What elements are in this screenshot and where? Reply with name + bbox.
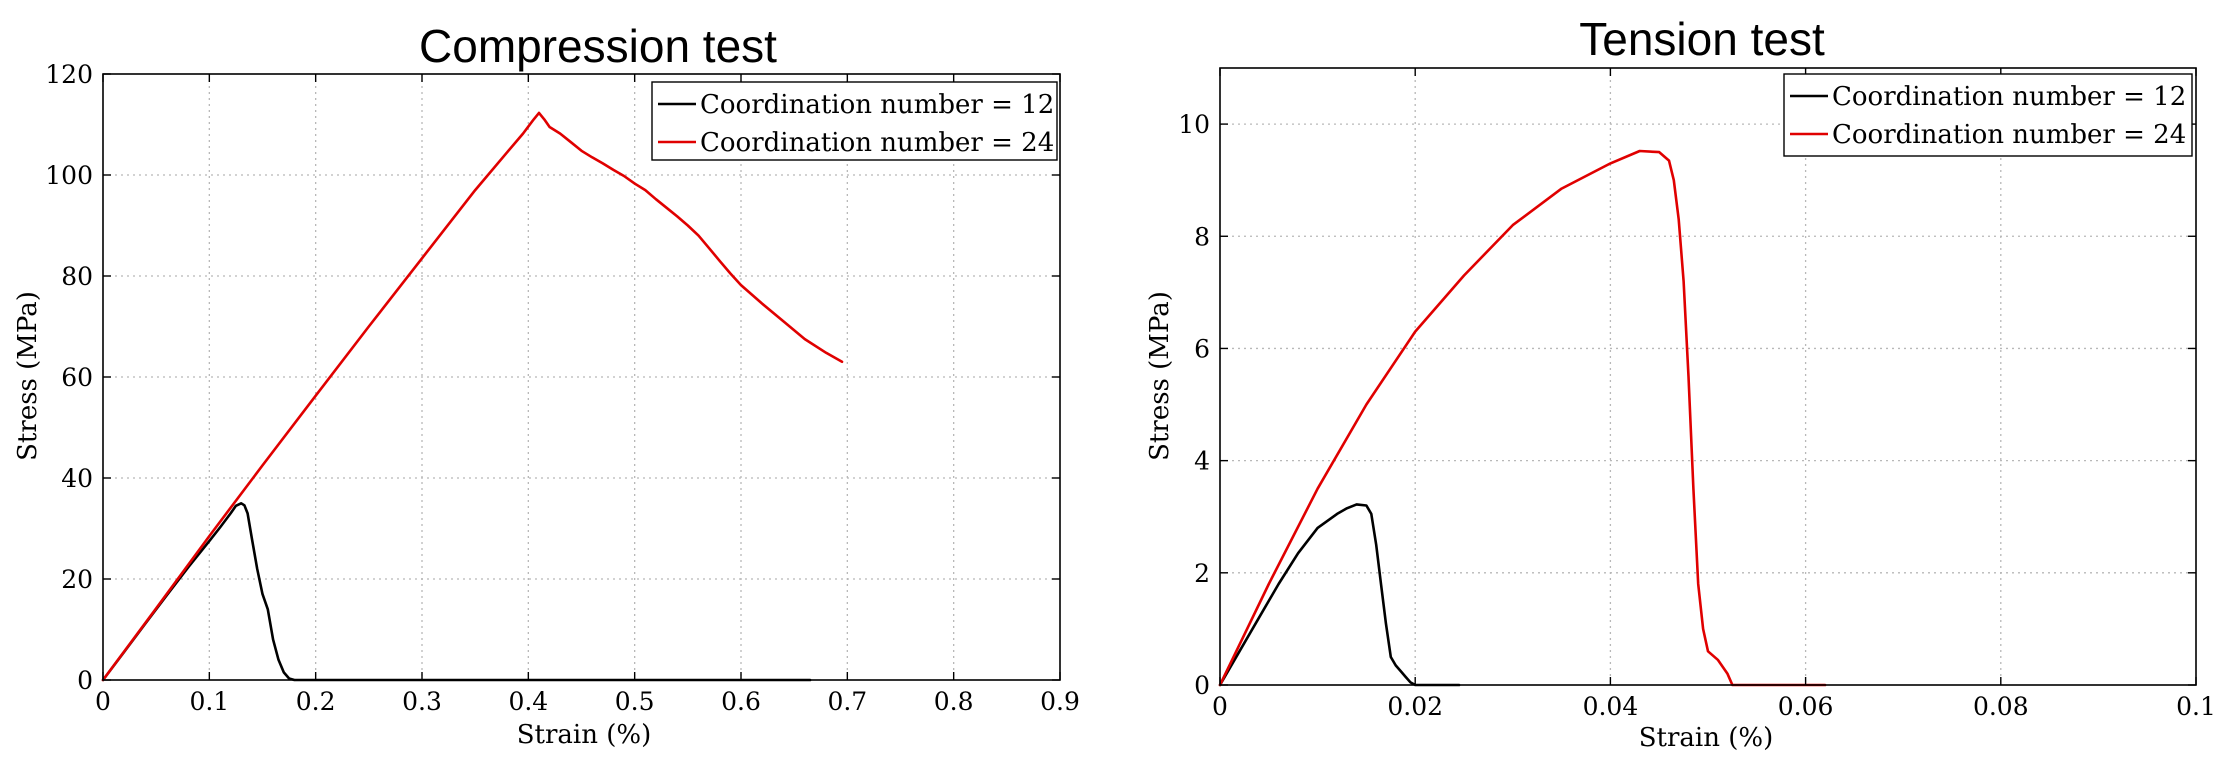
y-tick-label: 100 (45, 161, 93, 190)
x-tick-label: 0.1 (2176, 692, 2216, 721)
x-tick-label: 0.9 (1040, 687, 1080, 716)
legend-entry-label: Coordination number = 12 (700, 90, 1054, 120)
series-line-2 (1218, 149, 1827, 687)
x-tick-label: 0.04 (1583, 692, 1639, 721)
ticks: 0 0.02 0.04 0.06 0.08 0.1 0 2 4 6 8 10 (1178, 68, 2216, 721)
y-tick-label: 20 (61, 565, 93, 594)
x-tick-label: 0.2 (296, 687, 336, 716)
y-tick-label: 60 (61, 363, 93, 392)
ticks: 0 0.1 0.2 0.3 0.4 0.5 0.6 0.7 0.8 0.9 0 20 40 60 80 100… (45, 60, 1080, 716)
y-axis-label: Stress (MPa) (1145, 291, 1175, 461)
x-tick-label: 0.08 (1973, 692, 2029, 721)
x-axis-label: Strain (%) (1639, 723, 1774, 753)
x-tick-label: 0.06 (1778, 692, 1834, 721)
chart-title: Tension test (1579, 13, 1825, 65)
x-tick-label: 0 (95, 687, 111, 716)
x-tick-label: 0.3 (402, 687, 442, 716)
y-tick-label: 0 (1194, 671, 1210, 700)
legend: Coordination number = 12 Coordination num… (651, 81, 1058, 161)
x-tick-label: 0.7 (827, 687, 867, 716)
legend-entry-label: Coordination number = 24 (700, 128, 1054, 158)
x-tick-label: 0.5 (615, 687, 655, 716)
y-tick-label: 120 (45, 60, 93, 89)
y-tick-label: 8 (1194, 222, 1210, 251)
plot-frame (102, 73, 1061, 681)
y-axis-label: Stress (MPa) (13, 291, 43, 461)
x-tick-label: 0.8 (934, 687, 974, 716)
x-tick-label: 0.6 (721, 687, 761, 716)
y-tick-label: 4 (1194, 447, 1210, 476)
y-tick-label: 0 (77, 666, 93, 695)
y-tick-label: 2 (1194, 559, 1210, 588)
series-line-1 (101, 502, 812, 682)
x-tick-label: 0.1 (189, 687, 229, 716)
legend-box (1783, 73, 2193, 157)
y-tick-label: 6 (1194, 334, 1210, 363)
legend-entry-label: Coordination number = 24 (1832, 120, 2186, 150)
y-tick-label: 40 (61, 464, 93, 493)
series-line-1 (1218, 503, 1461, 687)
x-tick-label: 0.4 (508, 687, 548, 716)
series-group (101, 111, 844, 682)
grid (103, 74, 1060, 680)
legend-entry-label: Coordination number = 12 (1832, 82, 2186, 112)
legend-box (651, 81, 1058, 161)
y-tick-label: 80 (61, 262, 93, 291)
chart-title: Compression test (419, 20, 777, 72)
series-line-2 (101, 111, 844, 682)
plot-frame (1219, 67, 2197, 686)
legend: Coordination number = 12 Coordination num… (1783, 73, 2193, 157)
x-tick-label: 0 (1212, 692, 1228, 721)
compression-chart: Compression test 0 0.1 0.2 0.3 0.4 0.5 0.6 0.7 0… (13, 20, 1080, 750)
grid (1220, 68, 2196, 685)
series-group (1218, 149, 1827, 687)
x-axis-label: Strain (%) (517, 720, 652, 750)
x-tick-label: 0.02 (1387, 692, 1443, 721)
tension-chart: Tension test 0 0.02 0.04 0.06 0.08 0.1 0 2 4 6 8 10… (1145, 13, 2216, 753)
y-tick-label: 10 (1178, 110, 1210, 139)
